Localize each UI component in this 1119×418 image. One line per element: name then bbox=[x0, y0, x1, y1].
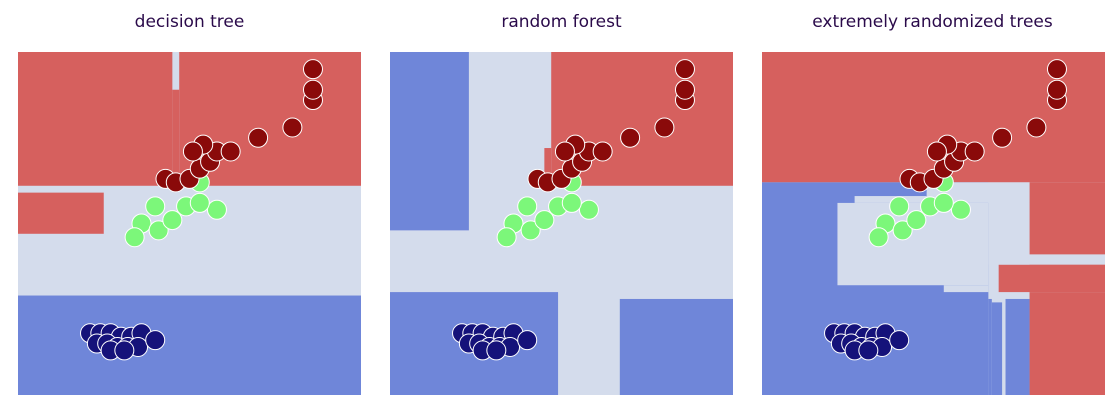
panel-2 bbox=[762, 52, 1105, 395]
class-2-point bbox=[592, 141, 613, 162]
class-0-point bbox=[517, 330, 538, 351]
class-1-point bbox=[892, 220, 913, 241]
decision-region-class-0 bbox=[18, 295, 361, 395]
class-1-point bbox=[206, 199, 227, 220]
class-2-point bbox=[674, 79, 695, 100]
class-1-point bbox=[162, 210, 183, 231]
class-2-point bbox=[654, 117, 675, 138]
class-2-point bbox=[926, 141, 947, 162]
class-1-point bbox=[189, 192, 210, 213]
class-2-point bbox=[182, 141, 203, 162]
class-2-point bbox=[1026, 117, 1047, 138]
panel-title-extra-trees: extremely randomized trees bbox=[812, 12, 1053, 32]
class-1-point bbox=[578, 199, 599, 220]
class-1-point bbox=[517, 196, 538, 217]
class-2-point bbox=[248, 127, 269, 148]
class-0-point bbox=[889, 330, 910, 351]
decision-region-class-1 bbox=[988, 202, 1030, 265]
class-2-point bbox=[674, 59, 695, 80]
decision-region-class-2 bbox=[172, 89, 180, 186]
class-2-point bbox=[620, 127, 641, 148]
class-1-point bbox=[950, 199, 971, 220]
decision-region-class-0 bbox=[619, 298, 733, 395]
class-0-point bbox=[114, 340, 135, 361]
panel-title-random-forest: random forest bbox=[501, 12, 622, 32]
decision-region-class-0 bbox=[988, 298, 992, 395]
decision-region-class-0 bbox=[390, 52, 469, 231]
decision-region-class-2 bbox=[18, 52, 173, 186]
decision-region-class-1 bbox=[854, 196, 927, 203]
class-2-point bbox=[964, 141, 985, 162]
class-0-point bbox=[145, 330, 166, 351]
decision-region-class-1 bbox=[943, 285, 989, 293]
decision-region-class-1 bbox=[926, 182, 1030, 203]
class-1-point bbox=[534, 210, 555, 231]
class-1-point bbox=[520, 220, 541, 241]
decision-region-class-0 bbox=[1005, 298, 1030, 395]
class-2-point bbox=[1046, 79, 1067, 100]
decision-region-class-2 bbox=[18, 192, 104, 234]
panel-1 bbox=[390, 52, 733, 395]
class-2-point bbox=[992, 127, 1013, 148]
decision-region-class-0 bbox=[991, 302, 1003, 395]
class-2-point bbox=[554, 141, 575, 162]
class-1-point bbox=[933, 192, 954, 213]
decision-region-class-2 bbox=[544, 148, 552, 186]
class-2-point bbox=[220, 141, 241, 162]
class-2-point bbox=[282, 117, 303, 138]
class-0-point bbox=[858, 340, 879, 361]
class-0-point bbox=[486, 340, 507, 361]
class-1-point bbox=[496, 227, 517, 248]
decision-region-class-2 bbox=[1029, 292, 1105, 395]
class-1-point bbox=[145, 196, 166, 217]
decision-region-class-2 bbox=[1029, 182, 1105, 255]
decision-region-class-2 bbox=[998, 264, 1105, 293]
class-1-point bbox=[148, 220, 169, 241]
panel-0 bbox=[18, 52, 361, 395]
class-2-point bbox=[302, 79, 323, 100]
class-2-point bbox=[1046, 59, 1067, 80]
class-1-point bbox=[124, 227, 145, 248]
class-1-point bbox=[868, 227, 889, 248]
class-1-point bbox=[906, 210, 927, 231]
class-1-point bbox=[561, 192, 582, 213]
class-1-point bbox=[889, 196, 910, 217]
panel-title-decision-tree: decision tree bbox=[134, 12, 245, 32]
class-2-point bbox=[302, 59, 323, 80]
